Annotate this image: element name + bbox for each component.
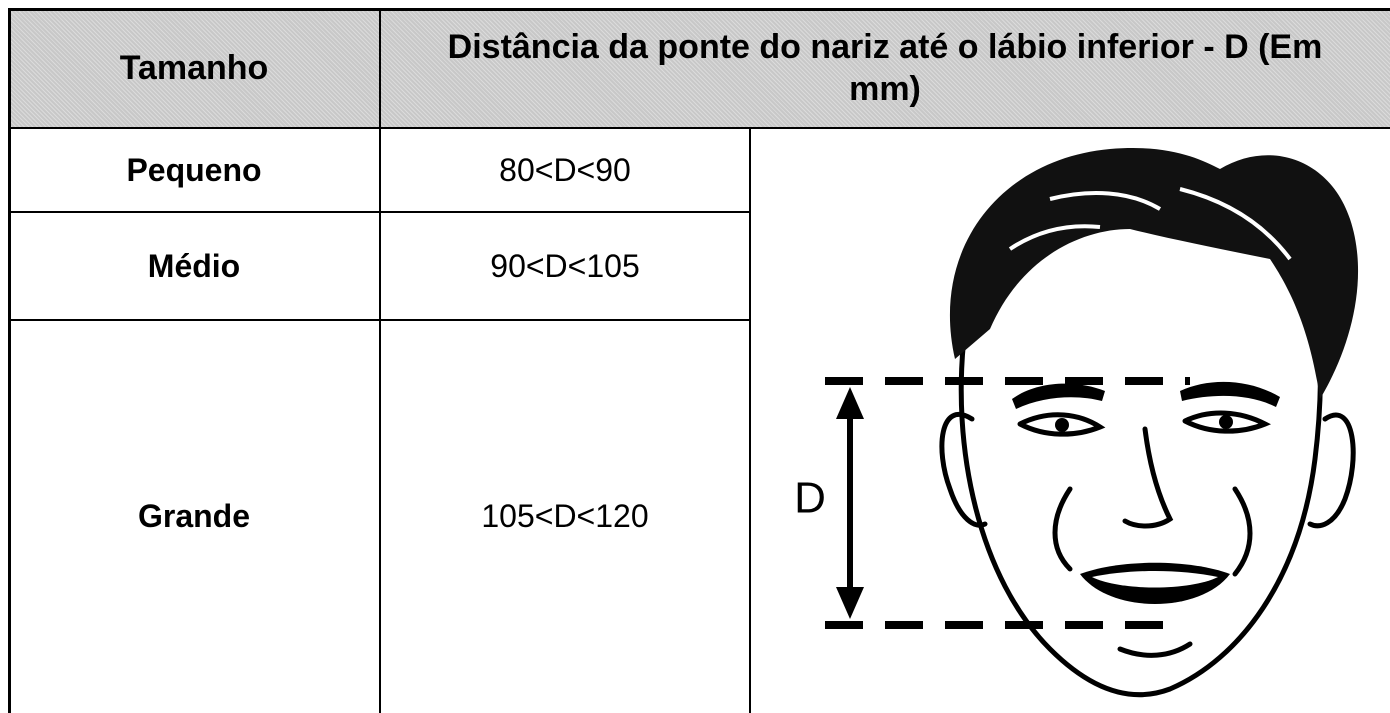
measure-label: D (794, 474, 826, 523)
size-label: Pequeno (126, 151, 262, 188)
header-text: Distância da ponte do nariz até o lábio … (447, 28, 1323, 108)
pupil (1055, 418, 1069, 432)
brow (1180, 381, 1280, 407)
border (8, 127, 1390, 129)
range-cell: 105<D<120 (380, 320, 750, 713)
size-label: Grande (137, 498, 251, 534)
face-outline (958, 266, 1323, 698)
size-label: Médio (147, 247, 241, 284)
teeth (1092, 571, 1218, 588)
border (379, 8, 381, 713)
ear (939, 411, 988, 528)
border (8, 8, 1390, 11)
size-cell: Médio (8, 212, 380, 320)
range-cell: 80<D<90 (380, 128, 750, 212)
pupil (1219, 415, 1233, 429)
cheek-line (1052, 486, 1073, 572)
header-text: Tamanho (119, 49, 269, 87)
nose (1122, 426, 1174, 529)
hair (949, 148, 1359, 399)
range-label: 105<D<120 (481, 498, 649, 534)
header-cell: Distância da ponte do nariz até o lábio … (380, 8, 1390, 128)
range-label: 90<D<105 (490, 247, 640, 284)
cheek-line (1232, 486, 1253, 577)
brow (1012, 383, 1105, 409)
chin (1117, 641, 1193, 658)
ear (1307, 412, 1356, 529)
eye (1182, 410, 1271, 434)
range-cell: 90<D<105 (380, 212, 750, 320)
size-cell: Grande (8, 320, 380, 713)
border (8, 8, 11, 713)
border (749, 128, 751, 713)
face-figure: D (794, 148, 1359, 698)
hair-highlight (1008, 187, 1292, 261)
header-cell: Tamanho (8, 8, 380, 128)
eye (1017, 412, 1106, 437)
size-cell: Pequeno (8, 128, 380, 212)
range-label: 80<D<90 (499, 151, 631, 188)
